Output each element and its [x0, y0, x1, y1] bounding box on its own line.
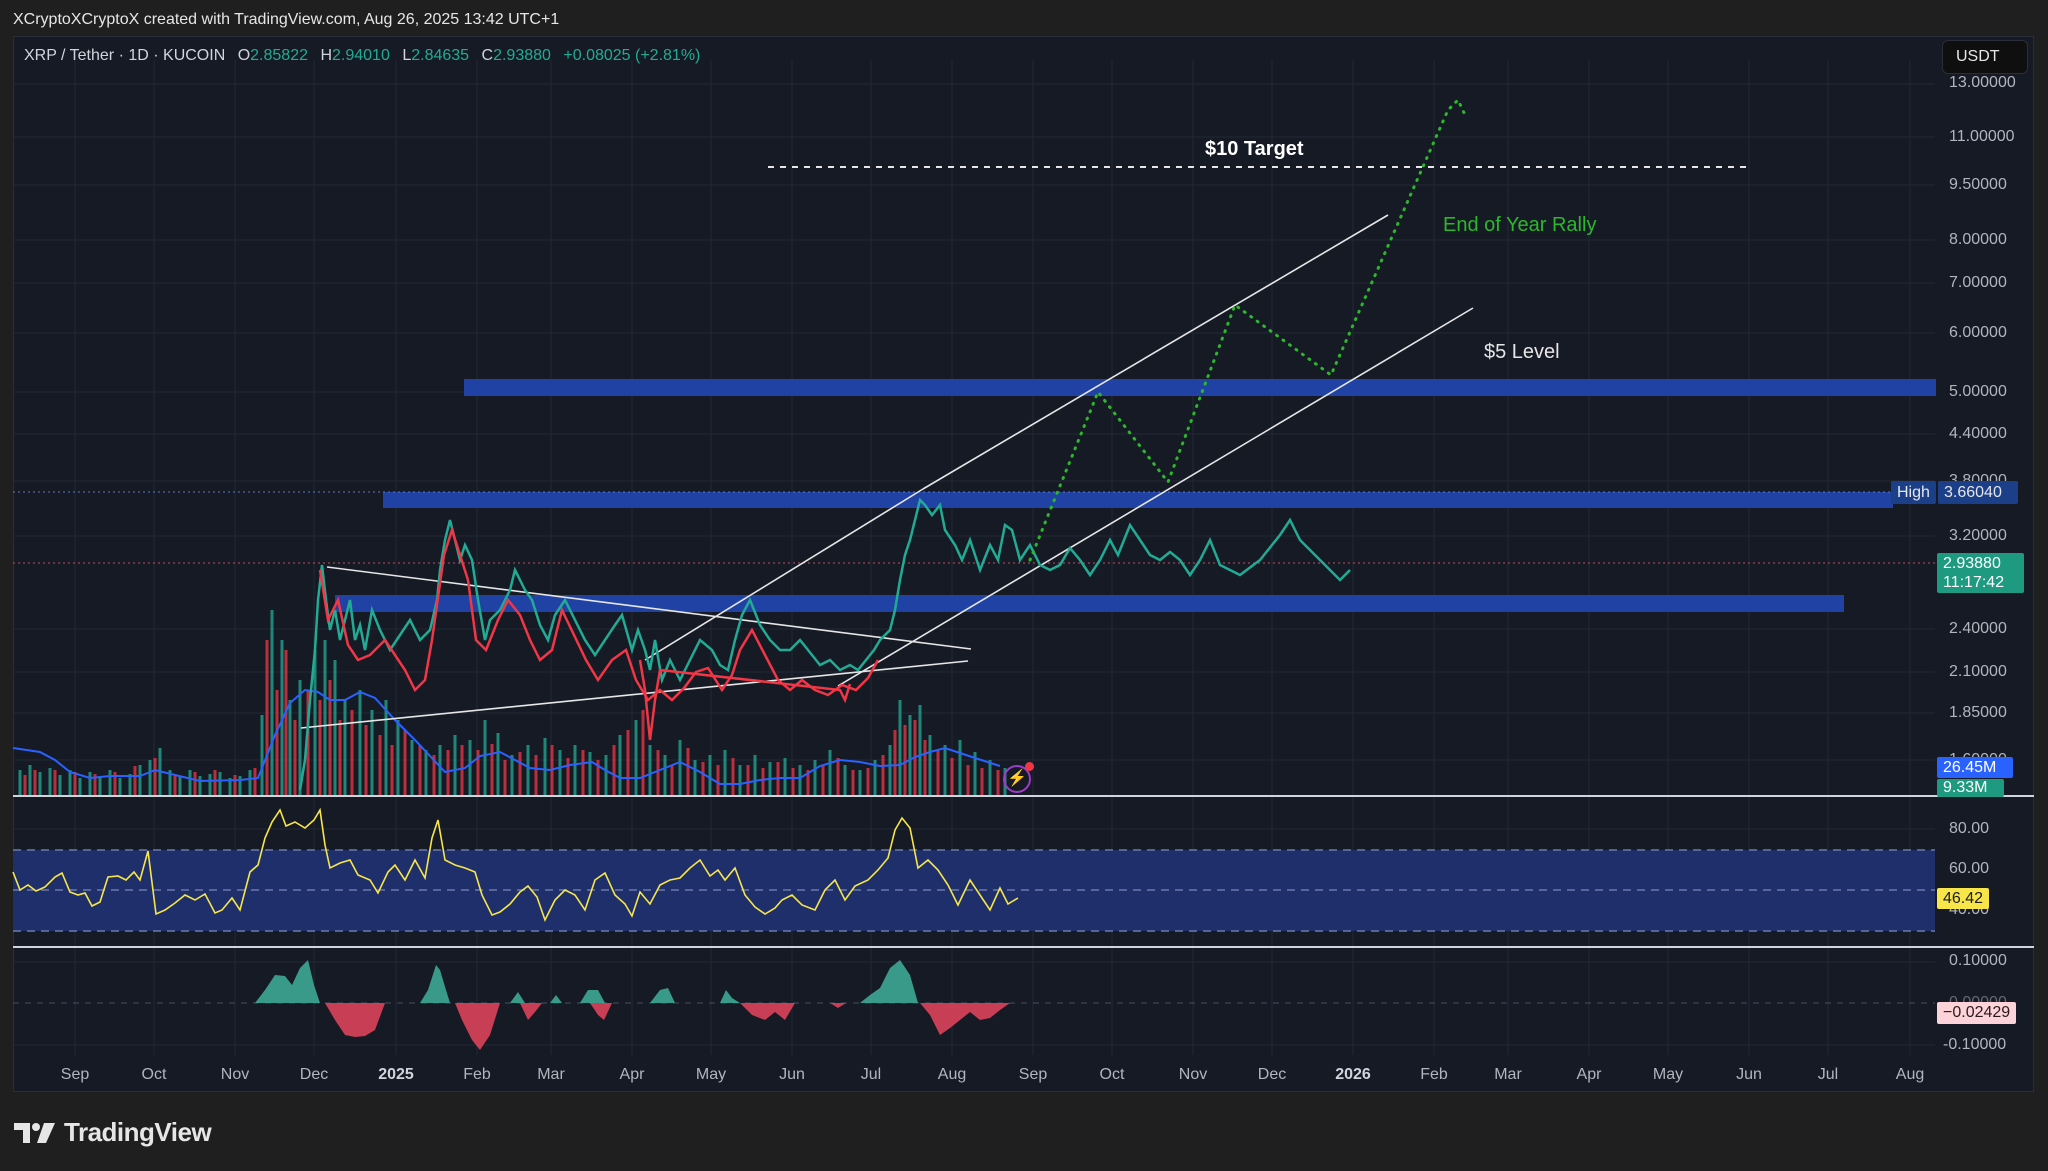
close-value: 2.93880	[493, 47, 551, 64]
time-label: Feb	[1420, 1066, 1448, 1083]
high-value: 2.94010	[332, 47, 390, 64]
time-label: May	[1652, 1066, 1684, 1083]
price-tick: 13.00000	[1949, 74, 2016, 91]
notification-dot	[1025, 762, 1034, 771]
tradingview-logo[interactable]: TradingView	[14, 1117, 212, 1148]
price-tick: 5.00000	[1949, 383, 2007, 400]
volume-tag: 9.33M	[1937, 779, 2004, 797]
time-label: Nov	[220, 1066, 250, 1083]
lightning-alert-icon[interactable]: ⚡	[1003, 762, 1034, 793]
time-label: Mar	[537, 1066, 565, 1083]
price-tick: 9.50000	[1949, 176, 2007, 193]
rsi-band-lines	[13, 849, 1935, 932]
target-annotation[interactable]: $10 Target	[1205, 138, 1304, 160]
rsi-line	[12, 807, 1019, 923]
last-price-tag: 2.93880 11:17:42	[1937, 553, 2024, 593]
open-label: O	[237, 47, 251, 64]
top-bar: XCryptoXCryptoX created with TradingView…	[0, 0, 2048, 36]
osc-negative-area	[325, 1003, 1010, 1050]
symbol-legend[interactable]: XRP / Tether · 1D · KUCOIN O2.85822 H2.9…	[24, 47, 700, 65]
high-tag-label: High	[1891, 481, 1936, 504]
chart-credit: XCryptoXCryptoX created with TradingView…	[13, 11, 560, 28]
time-label: Jun	[1736, 1066, 1762, 1083]
time-label: Mar	[1494, 1066, 1522, 1083]
time-label: Jul	[860, 1066, 882, 1083]
time-label: Feb	[463, 1066, 491, 1083]
price-tick: 1.85000	[1949, 704, 2007, 721]
time-label: Dec	[1257, 1066, 1287, 1083]
volume-ma-line	[12, 688, 1001, 785]
rsi-value-tag: 46.42	[1937, 888, 1990, 909]
zone-support	[335, 595, 1844, 612]
price-tick: 8.00000	[1949, 231, 2007, 248]
time-label-year: 2026	[1335, 1066, 1371, 1083]
volume-bars	[18, 610, 1007, 795]
osc-positive-area	[255, 960, 918, 1003]
time-label: Sep	[1018, 1066, 1048, 1083]
time-label: Jul	[1817, 1066, 1839, 1083]
level5-annotation[interactable]: $5 Level	[1484, 341, 1560, 363]
tradingview-logo-icon	[14, 1122, 55, 1143]
bar-countdown: 11:17:42	[1943, 574, 2005, 591]
time-label: Nov	[1178, 1066, 1208, 1083]
time-label: Oct	[141, 1066, 167, 1083]
rally-annotation[interactable]: End of Year Rally	[1443, 214, 1597, 236]
symbol-name: XRP / Tether · 1D · KUCOIN	[24, 47, 226, 64]
time-label: Apr	[619, 1066, 645, 1083]
time-label: Aug	[937, 1066, 967, 1083]
candles	[298, 497, 1351, 791]
time-label: Jun	[779, 1066, 805, 1083]
time-label: Dec	[299, 1066, 329, 1083]
high-tag-value: 3.66040	[1938, 481, 2018, 504]
close-label: C	[481, 47, 494, 64]
zone-high	[383, 492, 1893, 508]
high-label: H	[320, 47, 333, 64]
volume-ma-tag: 26.45M	[1937, 757, 2013, 778]
price-tick: 3.20000	[1949, 527, 2007, 544]
candle-wicks-apr	[638, 659, 852, 741]
time-label: Sep	[60, 1066, 90, 1083]
projection-path	[1028, 97, 1468, 562]
low-value: 2.84635	[411, 47, 470, 64]
low-label: L	[402, 47, 412, 64]
osc-tick: -0.10000	[1943, 1036, 2007, 1053]
rsi-tick: 80.00	[1949, 820, 1990, 837]
time-label: Oct	[1099, 1066, 1125, 1083]
change-value: +0.08025 (+2.81%)	[563, 47, 701, 64]
last-price-value: 2.93880	[1943, 555, 2001, 572]
zone-5-level	[464, 379, 1936, 396]
price-tick: 7.00000	[1949, 274, 2007, 291]
time-label: Aug	[1895, 1066, 1925, 1083]
rsi-band	[13, 850, 1935, 931]
time-label: Apr	[1576, 1066, 1602, 1083]
rsi-tick: 60.00	[1949, 860, 1990, 877]
tradingview-wordmark: TradingView	[64, 1117, 212, 1147]
price-tick: 2.10000	[1949, 663, 2007, 680]
open-value: 2.85822	[250, 47, 308, 64]
osc-value-tag: −0.02429	[1937, 1002, 2017, 1024]
currency-button[interactable]: USDT	[1942, 40, 2028, 74]
osc-tick: 0.10000	[1949, 952, 2007, 969]
price-tick: 6.00000	[1949, 324, 2007, 341]
price-tick: 11.00000	[1949, 128, 2015, 145]
trendlines	[300, 214, 1474, 729]
price-tick: 2.40000	[1949, 620, 2007, 637]
time-label: May	[695, 1066, 727, 1083]
time-label-year: 2025	[378, 1066, 414, 1083]
price-tick: 4.40000	[1949, 425, 2007, 442]
